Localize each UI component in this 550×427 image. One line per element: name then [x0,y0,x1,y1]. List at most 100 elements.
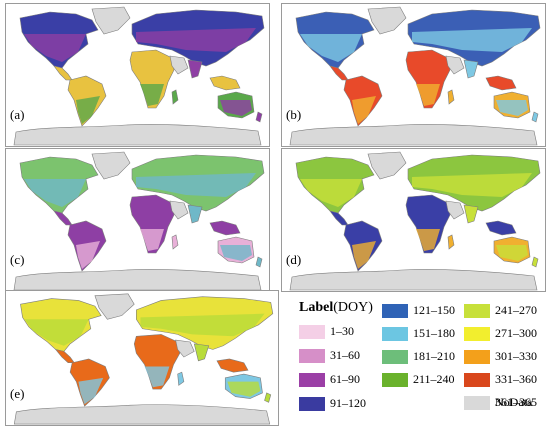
world-map-d [289,151,541,291]
legend-label: 1–30 [330,324,354,338]
legend-swatch [382,350,408,364]
legend-label: 181–210 [413,349,455,363]
legend-label: 361–365 [495,395,537,409]
legend-swatch [382,327,408,341]
legend-swatch [299,397,325,411]
landmass-antarctica [13,269,262,291]
legend-label: 241–270 [495,303,537,317]
world-map-a [13,6,265,146]
landmass-seAsiaIslands [485,220,517,236]
landmass-seAsiaIslands [209,75,241,91]
landmass-seAsiaIslands [216,358,249,373]
landmass-arabia [169,200,189,220]
legend-label: 31–60 [330,348,360,362]
doy-region-band [412,173,532,197]
landmass-antarctica [289,124,538,146]
landmass-madagascar [171,89,179,105]
doy-region-band [136,28,256,52]
legend-label: 301–330 [495,349,537,363]
legend-label: 61–90 [330,372,360,386]
doy-region-band [352,96,376,124]
landmass-arabia [169,55,189,75]
panel-label-e: (e) [10,386,25,401]
landmass-arabia [445,200,465,220]
landmass-madagascar [177,371,185,386]
landmass-greenland [94,293,135,320]
doy-region-band [78,377,104,405]
doy-region-band [24,179,86,207]
landmass-antarctica [289,269,538,291]
legend-swatch [464,304,490,318]
landmass-nz [531,111,539,123]
landmass-seAsiaIslands [485,75,517,91]
doy-region-band [416,229,440,251]
legend-swatch [464,396,490,410]
map-panel-d: (d) [281,148,546,292]
doy-region-band [136,173,256,197]
landmass-nz [264,392,272,403]
landmass-india [463,59,479,79]
landmass-arabia [445,55,465,75]
doy-region-band [220,100,252,116]
doy-region-band [352,241,376,269]
map-panel-c: (c) [5,148,270,292]
doy-region-band [24,319,89,346]
landmass-centralAmerica [329,65,349,81]
legend-label: 211–240 [413,372,455,386]
landmass-india [193,343,210,362]
landmass-madagascar [447,234,455,250]
panel-label-a: (a) [10,107,25,122]
landmass-greenland [91,6,131,35]
landmass-nz [255,256,263,268]
panel-label-c: (c) [10,252,25,267]
landmass-madagascar [171,234,179,250]
legend-label: 151–180 [413,326,455,340]
world-map-b [289,6,541,146]
legend-swatch [464,373,490,387]
landmass-greenland [367,151,407,180]
map-panel-e: (e) [5,290,279,426]
legend-label: NoData [495,395,533,409]
map-panel-b: (b) [281,3,546,147]
doy-region-band [227,381,261,397]
landmass-india [463,204,479,224]
doy-region-band [144,366,170,388]
legend-swatch [464,327,490,341]
doy-region-band [24,34,86,62]
world-map-c [13,151,265,291]
doy-region-band [300,34,362,62]
doy-region-band [496,245,528,261]
map-panel-a: (a) [5,3,270,147]
doy-region-band [496,100,528,116]
landmass-arabia [175,339,195,358]
legend-swatch [464,350,490,364]
landmass-india [187,59,203,79]
legend-swatch [299,325,325,339]
doy-region-band [300,179,362,207]
panel-label-d: (d) [286,252,302,267]
landmass-madagascar [447,89,455,105]
world-map-e [13,293,274,425]
legend: Label(DOY) 1–30 31–60 61–90 91–120 121–150 15… [293,294,545,424]
legend-label: 271–300 [495,326,537,340]
landmass-antarctica [13,404,271,425]
legend-swatch [382,304,408,318]
landmass-india [187,204,203,224]
landmass-greenland [367,6,407,35]
doy-region-band [412,28,532,52]
landmass-centralAmerica [329,210,349,226]
landmass-centralAmerica [53,210,73,226]
doy-region-band [76,96,100,124]
panel-label-b: (b) [286,107,302,122]
legend-label: 121–150 [413,303,455,317]
legend-swatch [299,349,325,363]
landmass-antarctica [13,124,262,146]
doy-region-band [416,84,440,106]
legend-title-label: Label [299,300,334,315]
landmass-nz [531,256,539,268]
legend-swatch [382,373,408,387]
doy-region-band [140,229,164,251]
legend-label: 331–360 [495,372,537,386]
doy-region-band [220,245,252,261]
